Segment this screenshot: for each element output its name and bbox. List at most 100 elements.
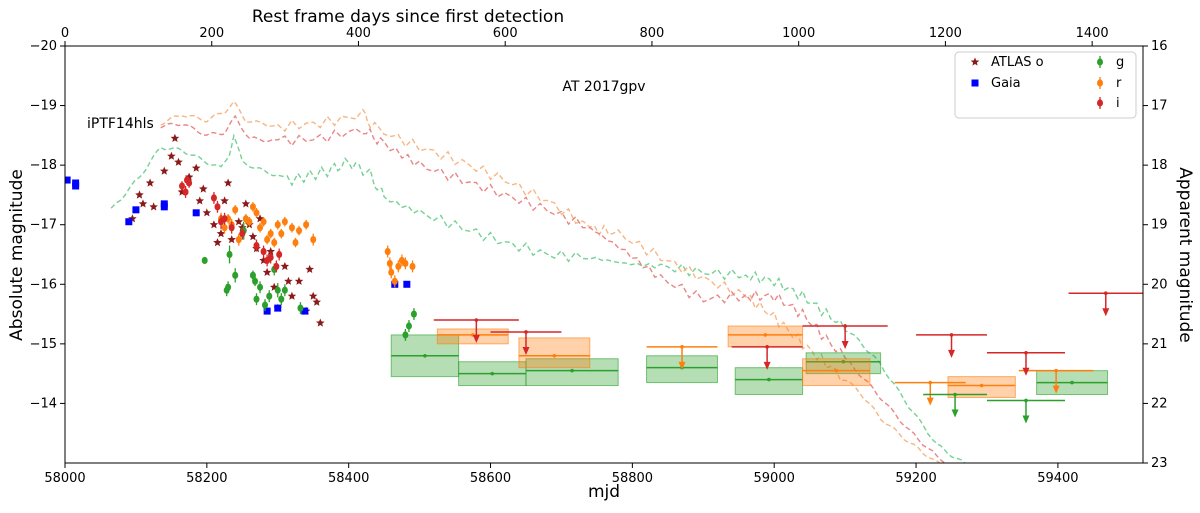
g-point: [402, 331, 409, 339]
data-points: [65, 133, 417, 341]
legend-point-icon: [1097, 99, 1103, 107]
atlas-point: [305, 264, 314, 273]
legend-label: i: [1116, 96, 1120, 111]
upper-limit-arrow: [678, 361, 686, 370]
atlas-point: [160, 166, 169, 175]
atlas-point: [167, 151, 176, 160]
gaia-point: [274, 304, 282, 312]
right-tick-label: 16: [1151, 39, 1168, 54]
upper-limit-arrow: [763, 361, 771, 370]
r-point: [235, 236, 242, 244]
binned-point: [979, 383, 984, 388]
r-point: [274, 221, 281, 229]
legend-square-icon: [971, 79, 979, 87]
upper-limit-arrow: [472, 335, 480, 344]
right-tick-label: 23: [1151, 456, 1168, 471]
r-point: [409, 262, 416, 271]
binned-box: [518, 337, 591, 369]
y-tick-label: −17: [30, 218, 57, 233]
right-axis-title: Apparent magnitude: [1175, 167, 1195, 343]
x-axis-title: mjd: [588, 482, 620, 502]
g-point: [281, 286, 288, 294]
atlas-point: [266, 247, 275, 256]
g-point: [253, 295, 260, 303]
y-tick-label: −19: [30, 99, 57, 114]
reference-label: iPTF14hls: [87, 116, 154, 132]
r-point: [253, 209, 260, 217]
r-point: [267, 230, 274, 238]
top-tick-label: 600: [493, 26, 518, 41]
binned-point: [570, 368, 574, 373]
gaia-point: [125, 218, 133, 226]
r-point: [310, 236, 317, 244]
atlas-point: [262, 267, 272, 276]
i-point: [214, 203, 221, 211]
g-point: [225, 283, 232, 291]
right-tick-label: 22: [1151, 396, 1168, 411]
g-point: [274, 286, 281, 294]
top-tick-label: 1000: [782, 26, 815, 41]
top-tick-label: 1400: [1076, 26, 1109, 41]
gaia-point: [132, 206, 140, 214]
r-point: [386, 259, 393, 268]
atlas-point: [287, 291, 297, 300]
atlas-point: [213, 238, 222, 247]
atlas-point: [199, 184, 208, 193]
atlas-point: [202, 208, 212, 217]
atlas-point: [238, 223, 247, 232]
r-point: [292, 238, 299, 247]
i-point: [182, 188, 189, 196]
x-tick-label: 59000: [754, 471, 795, 486]
template-line: [110, 133, 966, 463]
right-tick-label: 20: [1151, 277, 1168, 292]
top-tick-label: 400: [346, 26, 371, 41]
right-tick-label: 17: [1151, 99, 1168, 114]
x-tick-label: 58600: [470, 471, 511, 486]
legend-entry: g: [1097, 55, 1124, 70]
upper-limit-arrow: [1022, 367, 1030, 376]
atlas-point: [174, 157, 183, 166]
x-tick-label: 59400: [1037, 471, 1078, 486]
template-line: [160, 114, 949, 463]
binned-point: [767, 377, 771, 382]
legend-point-icon: [1097, 58, 1103, 66]
r-point: [281, 218, 288, 226]
i-point: [186, 179, 193, 187]
r-point: [391, 277, 398, 285]
binned-point: [841, 359, 846, 364]
upper-limit-arrow: [926, 397, 934, 406]
i-point: [239, 230, 246, 238]
r-point: [232, 206, 239, 214]
binned-point: [490, 371, 495, 376]
upper-limit-arrow: [948, 349, 956, 358]
template-curves: [110, 100, 966, 463]
x-tick-label: 58200: [186, 471, 227, 486]
x-tick-label: 58800: [612, 471, 653, 486]
r-point: [288, 224, 295, 232]
binned-point: [423, 353, 427, 358]
g-point: [226, 250, 233, 259]
r-point: [264, 236, 271, 244]
x-tick-label: 58000: [44, 471, 85, 486]
r-point: [402, 259, 409, 268]
atlas-point: [312, 297, 321, 306]
upper-limit-arrow: [1052, 385, 1060, 394]
top-axis-title: Rest frame days since first detection: [252, 7, 564, 27]
r-point: [384, 247, 391, 256]
atlas-point: [135, 190, 144, 199]
upper-limit-arrow: [1022, 415, 1030, 424]
atlas-point: [216, 229, 226, 238]
g-point: [252, 277, 259, 285]
y-tick-label: −15: [30, 337, 57, 352]
i-point: [276, 250, 283, 259]
atlas-point: [234, 217, 243, 226]
g-point: [278, 295, 285, 303]
g-point: [410, 310, 417, 318]
r-point: [271, 238, 278, 247]
atlas-point: [227, 235, 236, 244]
legend-entry: ATLAS o: [970, 55, 1044, 70]
top-tick-label: 800: [640, 26, 665, 41]
y-tick-label: −20: [30, 39, 57, 54]
atlas-point: [145, 178, 155, 187]
atlas-point: [280, 261, 290, 271]
